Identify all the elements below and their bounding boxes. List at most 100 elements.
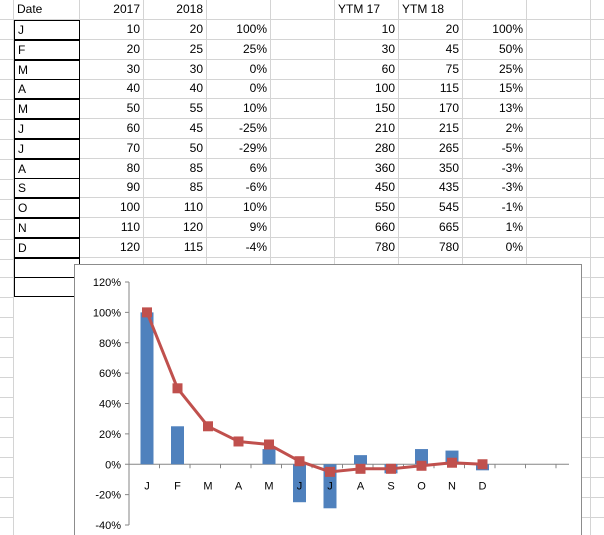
grid-cell[interactable] — [0, 398, 14, 418]
ytm-pct-cell[interactable]: 2% — [463, 119, 527, 139]
grid-cell[interactable] — [0, 378, 14, 398]
month-cell[interactable]: S — [14, 178, 80, 199]
value-2018-cell[interactable]: 20 — [144, 20, 207, 40]
ytm18-cell[interactable]: 45 — [399, 39, 463, 60]
pct-change-cell[interactable]: -29% — [207, 138, 271, 159]
empty-cell[interactable] — [271, 39, 335, 60]
empty-cell[interactable] — [527, 119, 591, 139]
header-ytm18[interactable]: YTM 18 — [399, 0, 463, 20]
ytm17-cell[interactable]: 450 — [335, 178, 399, 199]
grid-cell[interactable] — [591, 498, 604, 518]
month-cell[interactable]: J — [14, 20, 80, 40]
value-2017-cell[interactable]: 50 — [80, 99, 144, 120]
ytm17-cell[interactable]: 150 — [335, 99, 399, 120]
ytm17-cell[interactable]: 10 — [335, 20, 399, 40]
empty-cell[interactable] — [271, 158, 335, 179]
value-2017-cell[interactable]: 40 — [80, 79, 144, 100]
grid-cell[interactable] — [0, 478, 14, 498]
ytm-pct-cell[interactable]: 25% — [463, 59, 527, 80]
ytm-pct-cell[interactable]: -1% — [463, 198, 527, 219]
pct-change-cell[interactable]: 25% — [207, 39, 271, 60]
header-empty-d[interactable] — [207, 0, 271, 20]
grid-cell[interactable] — [0, 458, 14, 478]
month-cell[interactable]: D — [14, 237, 80, 258]
ytm18-cell[interactable]: 780 — [399, 237, 463, 258]
grid-cell[interactable] — [591, 338, 604, 358]
grid-cell[interactable] — [0, 160, 14, 180]
header-2018[interactable]: 2018 — [144, 0, 207, 20]
ytm17-cell[interactable]: 360 — [335, 158, 399, 179]
month-cell[interactable]: J — [14, 138, 80, 159]
value-2018-cell[interactable]: 120 — [144, 218, 207, 238]
grid-cell[interactable] — [527, 518, 591, 535]
value-2017-cell[interactable]: 120 — [80, 237, 144, 258]
empty-date-cell[interactable] — [14, 277, 80, 297]
grid-cell[interactable] — [0, 358, 14, 378]
grid-cell[interactable] — [591, 398, 604, 418]
grid-cell[interactable] — [0, 180, 14, 200]
grid-cell[interactable] — [591, 318, 604, 338]
pct-change-cell[interactable]: 6% — [207, 158, 271, 179]
value-2017-cell[interactable]: 10 — [80, 20, 144, 40]
header-empty-i[interactable] — [527, 0, 591, 20]
value-2017-cell[interactable]: 80 — [80, 158, 144, 179]
grid-cell[interactable] — [0, 60, 14, 80]
grid-cell[interactable] — [0, 100, 14, 120]
empty-cell[interactable] — [591, 139, 604, 159]
empty-cell[interactable] — [271, 218, 335, 238]
empty-cell[interactable] — [527, 39, 591, 60]
value-2018-cell[interactable]: 30 — [144, 59, 207, 80]
grid-cell[interactable] — [591, 258, 604, 278]
ytm-pct-cell[interactable]: 100% — [463, 20, 527, 40]
empty-cell[interactable] — [591, 159, 604, 179]
empty-cell[interactable] — [527, 79, 591, 100]
empty-cell[interactable] — [527, 99, 591, 120]
header-2017[interactable]: 2017 — [80, 0, 144, 20]
pct-change-cell[interactable]: 10% — [207, 99, 271, 120]
empty-cell[interactable] — [271, 20, 335, 40]
header-empty-j[interactable] — [591, 0, 604, 20]
ytm18-cell[interactable]: 75 — [399, 59, 463, 80]
ytm18-cell[interactable]: 20 — [399, 20, 463, 40]
empty-cell[interactable] — [271, 99, 335, 120]
ytm17-cell[interactable]: 60 — [335, 59, 399, 80]
empty-cell[interactable] — [271, 59, 335, 80]
ytm18-cell[interactable]: 665 — [399, 218, 463, 238]
pct-change-cell[interactable]: 10% — [207, 198, 271, 219]
pct-change-cell[interactable]: -6% — [207, 178, 271, 199]
empty-cell[interactable] — [591, 238, 604, 258]
empty-cell[interactable] — [591, 198, 604, 219]
ytm18-cell[interactable]: 215 — [399, 119, 463, 139]
grid-cell[interactable] — [0, 518, 14, 535]
ytm18-cell[interactable]: 350 — [399, 158, 463, 179]
header-empty-e[interactable] — [271, 0, 335, 20]
ytm-pct-cell[interactable]: -3% — [463, 158, 527, 179]
pct-change-cell[interactable]: -25% — [207, 119, 271, 139]
ytm17-cell[interactable]: 550 — [335, 198, 399, 219]
value-2018-cell[interactable]: 115 — [144, 237, 207, 258]
value-2017-cell[interactable]: 100 — [80, 198, 144, 219]
ytm17-cell[interactable]: 30 — [335, 39, 399, 60]
empty-cell[interactable] — [591, 60, 604, 80]
month-cell[interactable]: J — [14, 119, 80, 139]
ytm18-cell[interactable]: 435 — [399, 178, 463, 199]
ytm-pct-cell[interactable]: 13% — [463, 99, 527, 120]
empty-cell[interactable] — [271, 79, 335, 100]
grid-cell[interactable] — [0, 140, 14, 160]
grid-cell[interactable] — [591, 278, 604, 298]
pct-change-cell[interactable]: 0% — [207, 79, 271, 100]
chart-area[interactable]: -40% -20% 0% 20% 40% 60% 80% 100% 120% J F M A M J J A S O… — [74, 264, 582, 535]
value-2018-cell[interactable]: 45 — [144, 119, 207, 139]
grid-cell[interactable] — [0, 240, 14, 260]
grid-cell[interactable] — [591, 358, 604, 378]
grid-cell[interactable] — [0, 338, 14, 358]
month-cell[interactable]: M — [14, 59, 80, 80]
value-2018-cell[interactable]: 50 — [144, 138, 207, 159]
grid-cell[interactable] — [0, 0, 14, 20]
grid-cell[interactable] — [0, 200, 14, 220]
grid-cell[interactable] — [591, 418, 604, 438]
ytm17-cell[interactable]: 100 — [335, 79, 399, 100]
empty-cell[interactable] — [527, 20, 591, 40]
grid-cell[interactable] — [591, 438, 604, 458]
empty-cell[interactable] — [527, 178, 591, 199]
